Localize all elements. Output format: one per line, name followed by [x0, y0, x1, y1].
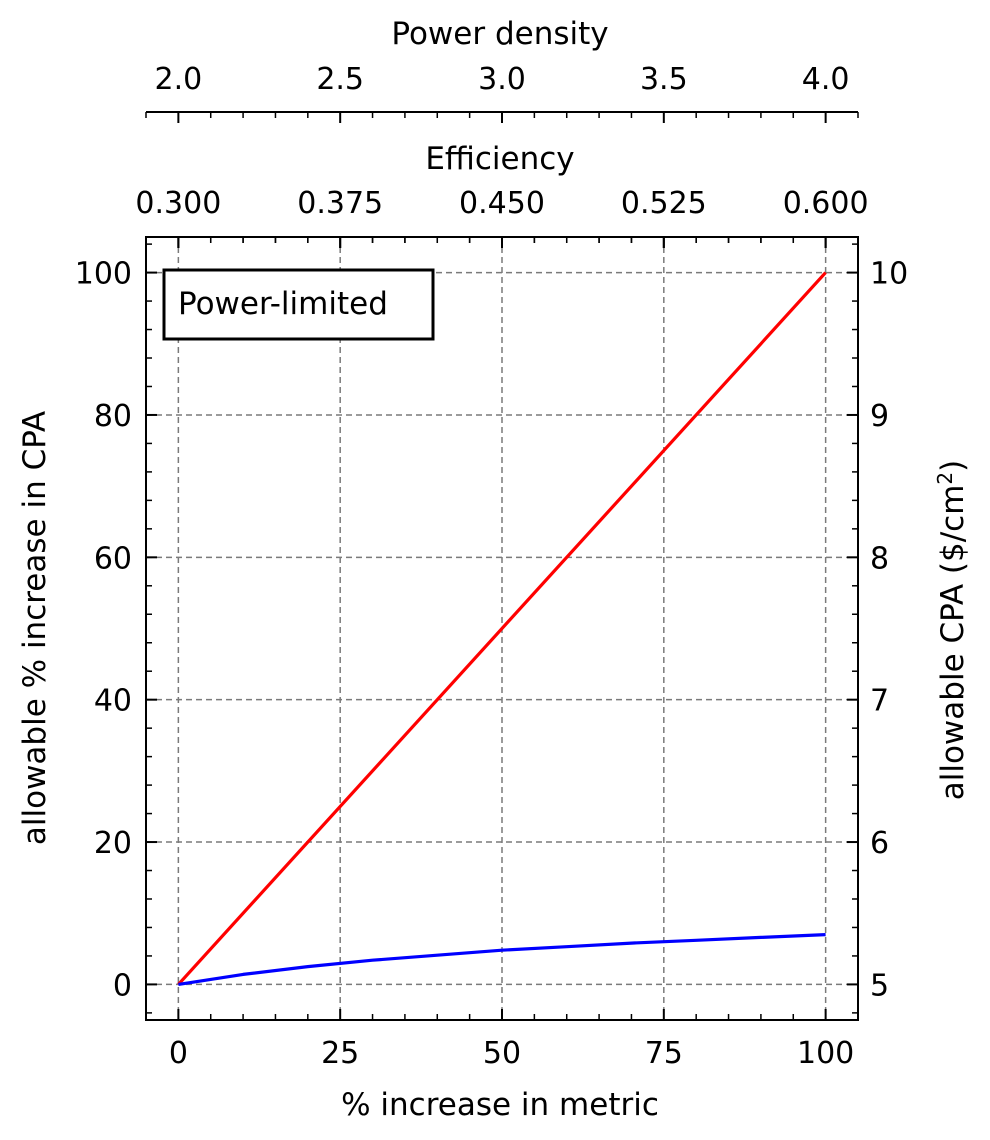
- y-tick-label: 100: [75, 257, 132, 292]
- tick-labels: 0 25 50 75 100 0 20 40 60 80 100 5 6 7 8 9 10 0.300 0.375 0…: [75, 62, 908, 1071]
- y2-tick-label: 6: [870, 826, 889, 861]
- x-tick-label: 0: [169, 1036, 188, 1071]
- x-tick-label: 75: [645, 1036, 683, 1071]
- series-line-0: [177, 271, 827, 986]
- power-density-tick-label: 3.0: [478, 62, 526, 97]
- y-axis-label: allowable % increase in CPA: [17, 411, 53, 845]
- efficiency-tick-label: 0.600: [783, 186, 869, 221]
- y-tick-label: 60: [94, 541, 132, 576]
- efficiency-tick-label: 0.375: [297, 186, 383, 221]
- x-tick-label: 50: [483, 1036, 521, 1071]
- y-tick-label: 80: [94, 399, 132, 434]
- y2-axis-label: allowable CPA ($/cm2): [933, 460, 971, 801]
- x-tick-label: 25: [321, 1036, 359, 1071]
- x-axis-label: % increase in metric: [341, 1087, 659, 1123]
- annotation-box: Power-limited: [162, 268, 435, 341]
- y-tick-label: 40: [94, 684, 132, 719]
- series-line-1: [178, 933, 826, 986]
- y-tick-label: 0: [113, 968, 132, 1003]
- power-density-tick-label: 4.0: [802, 62, 850, 97]
- grid: [146, 237, 858, 1020]
- y-tick-label: 20: [94, 826, 132, 861]
- efficiency-tick-label: 0.525: [621, 186, 707, 221]
- power-density-tick-label: 3.5: [640, 62, 688, 97]
- series-group: [177, 271, 827, 986]
- power-density-tick-label: 2.0: [155, 62, 203, 97]
- y2-tick-label: 7: [870, 684, 889, 719]
- power-density-tick-label: 2.5: [316, 62, 364, 97]
- annotation-label: Power-limited: [178, 286, 388, 322]
- efficiency-tick-label: 0.450: [459, 186, 545, 221]
- y2-tick-label: 8: [870, 541, 889, 576]
- x-tick-label: 100: [797, 1036, 854, 1071]
- y2-tick-label: 9: [870, 399, 889, 434]
- y2-tick-label: 5: [870, 968, 889, 1003]
- efficiency-axis-label: Efficiency: [425, 141, 574, 177]
- efficiency-tick-label: 0.300: [135, 186, 221, 221]
- y2-tick-label: 10: [870, 257, 908, 292]
- power-density-axis-label: Power density: [391, 16, 608, 52]
- ticks: [145, 111, 859, 1020]
